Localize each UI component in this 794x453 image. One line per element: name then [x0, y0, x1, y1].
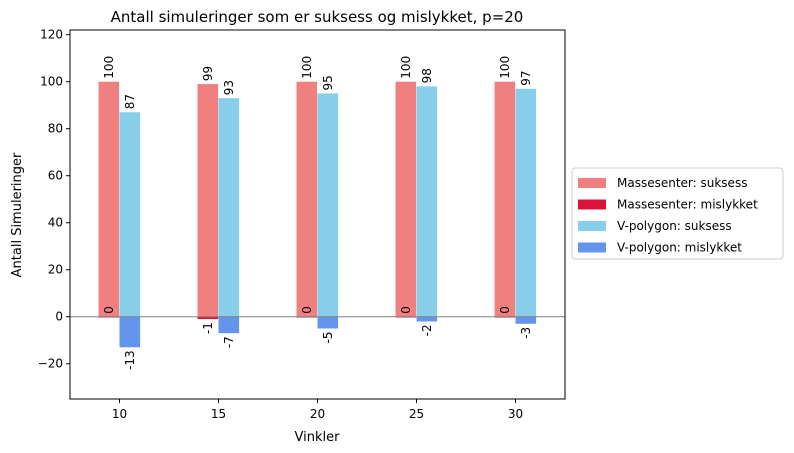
- bar: [197, 316, 219, 320]
- y-tick-label: 80: [48, 122, 63, 136]
- legend-swatch: [578, 199, 606, 210]
- bar: [494, 81, 516, 317]
- legend-label: V-polygon: mislykket: [617, 241, 742, 255]
- legend-swatch: [578, 178, 606, 188]
- bar-value-label: 0: [399, 306, 413, 314]
- legend-label: V-polygon: suksess: [617, 219, 732, 233]
- bar-value-label: 0: [300, 306, 314, 314]
- bar: [98, 81, 120, 317]
- bar-value-label: 100: [399, 56, 413, 79]
- y-tick-label: −20: [38, 357, 63, 371]
- bar: [416, 86, 438, 317]
- bar-value-label: 0: [102, 306, 116, 314]
- y-tick-label: 60: [48, 169, 63, 183]
- legend-label: Massesenter: suksess: [617, 176, 747, 190]
- x-axis-label: Vinkler: [295, 430, 341, 445]
- bar: [515, 316, 537, 324]
- bar-value-label: 100: [102, 56, 116, 79]
- bar: [119, 112, 141, 317]
- x-tick-label: 20: [310, 407, 325, 421]
- legend-label: Massesenter: mislykket: [617, 198, 758, 212]
- bar-value-label: -5: [321, 332, 335, 344]
- bar-value-label: 93: [222, 80, 236, 95]
- bar: [317, 93, 339, 317]
- legend-swatch: [578, 221, 606, 231]
- bar: [296, 81, 318, 317]
- bar-value-label: 97: [519, 71, 533, 86]
- bar: [218, 98, 240, 317]
- legend-box: [571, 167, 784, 260]
- y-tick-label: 100: [40, 75, 63, 89]
- bar-value-label: -2: [420, 324, 434, 336]
- bar: [317, 316, 339, 329]
- bar-value-label: 0: [498, 306, 512, 314]
- bar-value-label: 98: [420, 68, 434, 83]
- chart-title: Antall simuleringer som er suksess og mi…: [111, 8, 524, 26]
- y-tick-label: 120: [40, 28, 63, 42]
- bar-value-label: -7: [222, 336, 236, 348]
- y-tick-label: 20: [48, 263, 63, 277]
- x-tick-label: 25: [409, 407, 424, 421]
- x-tick-label: 10: [112, 407, 127, 421]
- bar: [197, 84, 219, 317]
- bar: [119, 316, 141, 348]
- y-axis-label: Antall Simuleringer: [10, 152, 25, 277]
- bar-value-label: -13: [123, 350, 137, 370]
- x-tick-label: 15: [211, 407, 226, 421]
- bar: [218, 316, 240, 334]
- plot-frame: [69, 29, 566, 400]
- bar-value-label: 87: [123, 94, 137, 109]
- x-tick-label: 30: [508, 407, 523, 421]
- y-tick-label: 40: [48, 216, 63, 230]
- bar: [395, 81, 417, 317]
- y-tick-label: 0: [55, 310, 63, 324]
- bar-value-label: 100: [300, 56, 314, 79]
- bar-value-label: 99: [201, 66, 215, 81]
- bar: [515, 88, 537, 317]
- bar: [416, 316, 438, 322]
- bar-value-label: 100: [498, 56, 512, 79]
- bar-value-label: -1: [201, 322, 215, 334]
- legend: Massesenter: suksess Massesenter: mislykk…: [571, 167, 784, 260]
- bar-value-label: 95: [321, 75, 335, 90]
- legend-swatch: [578, 242, 606, 253]
- bar-value-label: -3: [519, 327, 533, 339]
